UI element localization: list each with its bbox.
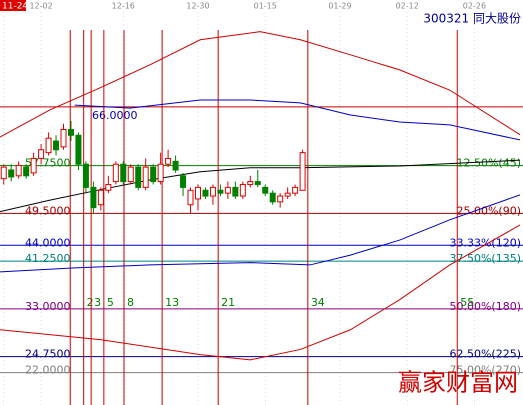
candle-body [239, 183, 246, 197]
candle-body [120, 163, 127, 183]
watermark: 赢家财富网 [398, 369, 518, 397]
candle-body [53, 140, 60, 151]
candle-body [15, 164, 22, 177]
level-right-label: 75.00%(270) [449, 364, 521, 377]
candle-body [224, 186, 231, 194]
candle-body [75, 134, 82, 165]
cycle-label: 13 [165, 296, 179, 309]
candle-body [180, 175, 187, 188]
candle-body [209, 186, 216, 197]
candle-body [8, 169, 15, 178]
level-right-label: 12.50%(45) [456, 157, 521, 170]
cycle-label: 2 [87, 296, 94, 309]
current-date-box [0, 0, 26, 11]
band-line [0, 31, 521, 138]
x-tick-label: 12-30 [186, 2, 209, 11]
level-right-label: 62.50%(225) [449, 348, 521, 361]
candle-body [135, 166, 142, 188]
x-tick-label: 02-26 [463, 2, 486, 11]
level-label: 41.2500 [25, 252, 71, 265]
x-tick-label: 02-12 [396, 2, 419, 11]
candle-body [105, 183, 112, 191]
candle-body [142, 166, 149, 188]
band-line [0, 194, 521, 273]
candle-body [284, 192, 291, 197]
candle-body [269, 192, 276, 203]
x-tick-label: 01-29 [328, 2, 351, 11]
candle-body [45, 137, 52, 154]
candle-body [67, 128, 74, 136]
band-line [0, 159, 521, 213]
candle-body [202, 189, 209, 197]
level-label: 24.7500 [25, 348, 71, 361]
band-line [0, 224, 521, 361]
x-tick-label: 12-02 [29, 2, 52, 11]
candle-body [292, 186, 299, 194]
candle-body [172, 160, 179, 171]
candle-body [38, 149, 45, 159]
candle-body [82, 163, 89, 188]
level-right-label: 33.33%(120) [449, 236, 521, 249]
x-tick-label: 01-15 [254, 2, 277, 11]
x-tick-label: 12-16 [112, 2, 135, 11]
band-line [74, 99, 521, 141]
candle-body [97, 189, 104, 206]
x-tick-label: 11-24 [2, 2, 28, 12]
candle-body [112, 163, 119, 183]
candle-body [0, 166, 7, 180]
candle-body [299, 152, 306, 191]
level-label: 49.5000 [25, 204, 71, 217]
candle-body [194, 186, 201, 200]
level-label: 44.0000 [25, 236, 71, 249]
cycle-label: 5 [107, 296, 114, 309]
cycle-label: 55 [460, 296, 474, 309]
level-label: 66.0000 [92, 109, 138, 122]
cycle-label: 8 [127, 296, 134, 309]
candle-body [60, 128, 67, 148]
candle-body [262, 186, 269, 194]
chart-title: 300321 同大股份 [423, 12, 521, 26]
candle-body [150, 166, 157, 183]
level-label: 22.0000 [25, 364, 71, 377]
candle-body [90, 186, 97, 209]
candle-body [187, 189, 194, 206]
candle-body [247, 181, 254, 185]
candle-body [254, 181, 261, 185]
candle-body [30, 157, 37, 174]
candle-body [277, 195, 284, 203]
level-right-label: 50.00%(180) [449, 300, 521, 313]
candle-body [23, 166, 30, 177]
candle-body [127, 166, 134, 183]
level-label: 33.0000 [25, 300, 71, 313]
cycle-label: 3 [94, 296, 101, 309]
candle-body [232, 186, 239, 197]
cycle-label: 34 [311, 296, 325, 309]
candle-body [157, 163, 164, 183]
candle-body [217, 189, 224, 194]
cycle-label: 21 [221, 296, 235, 309]
level-right-label: 25.00%(90) [456, 204, 521, 217]
candle-body [165, 157, 172, 165]
